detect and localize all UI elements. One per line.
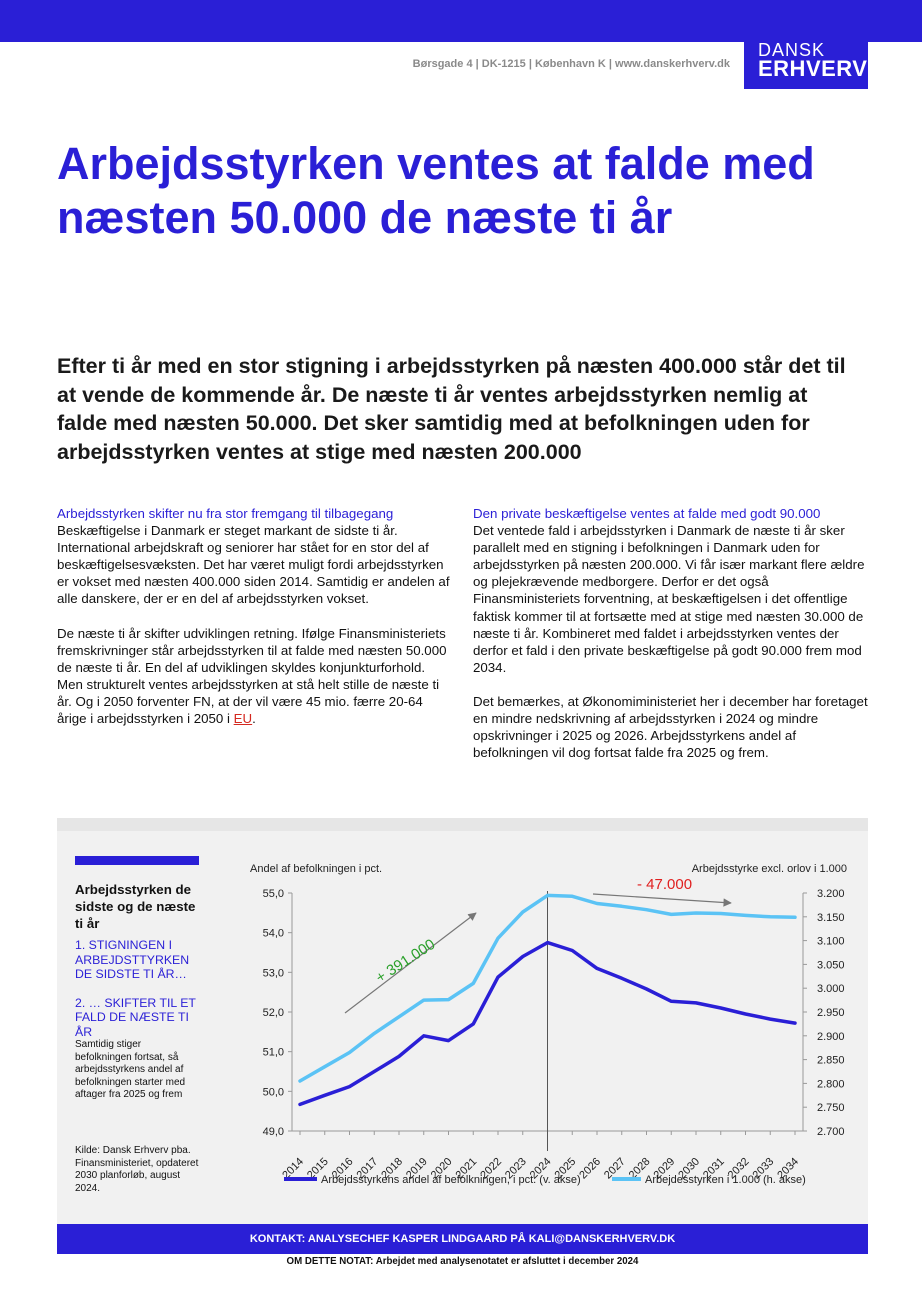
right-tick-label: 2.800 xyxy=(817,1078,845,1090)
contact-bar[interactable]: KONTAKT: ANALYSECHEF KASPER LINDGAARD PÅ… xyxy=(57,1224,868,1254)
left-axis-title: Andel af befolkningen i pct. xyxy=(250,863,382,875)
right-tick-label: 2.850 xyxy=(817,1055,845,1067)
right-tick-label: 2.950 xyxy=(817,1007,845,1019)
series-labor-force-line xyxy=(298,893,797,1083)
lead-paragraph: Efter ti år med en stor stigning i arbej… xyxy=(57,354,846,464)
fall-annotation-label: - 47.000 xyxy=(637,876,692,893)
right-column-paragraph-2: Det bemærkes, at Økonomiministeriet her … xyxy=(473,693,868,761)
rise-trend-arrow xyxy=(344,912,477,1014)
left-tick-label: 49,0 xyxy=(263,1126,284,1138)
left-tick-label: 55,0 xyxy=(263,888,284,900)
right-tick-label: 2.750 xyxy=(817,1102,845,1114)
about-note: OM DETTE NOTAT: Arbejdet med analysenota… xyxy=(286,1256,639,1267)
rise-annotation-label: + 391.000 xyxy=(373,936,439,987)
figure-title: Arbejdsstyrken de sidste og de næste ti … xyxy=(75,882,196,931)
figure-accent-marker xyxy=(75,856,199,865)
dansk-erhverv-logo[interactable]: DANSK ERHVERV xyxy=(744,0,868,89)
right-tick-label: 2.700 xyxy=(817,1126,845,1138)
left-column-paragraph-2: De næste ti år skifter udviklingen retni… xyxy=(57,625,453,728)
right-tick-label: 3.050 xyxy=(817,959,845,971)
header-address: Børsgade 4 | DK-1215 | København K | www… xyxy=(412,58,730,70)
fall-trend-arrow xyxy=(592,893,732,907)
right-column-heading: Den private beskæftigelse ventes at fald… xyxy=(473,506,821,521)
left-column-heading: Arbejdsstyrken skifter nu fra stor fremg… xyxy=(57,506,394,521)
right-tick-label: 3.100 xyxy=(817,936,845,948)
right-tick-label: 3.150 xyxy=(817,912,845,924)
labor-force-chart: Andel af befolkningen i pct. Arbejdsstyrk… xyxy=(250,863,847,1186)
page-title: Arbejdsstyrken ventes at falde med næste… xyxy=(57,138,815,243)
left-tick-label: 50,0 xyxy=(263,1086,284,1098)
left-tick-label: 52,0 xyxy=(263,1007,284,1019)
right-column: Den private beskæftigelse ventes at fald… xyxy=(473,505,869,778)
right-column-paragraph-1: Det ventede fald i arbejdsstyrken i Danm… xyxy=(473,523,865,675)
left-tick-label: 53,0 xyxy=(263,967,284,979)
logo-line2: ERHVERV xyxy=(758,56,868,81)
left-column-paragraph-1: Beskæftigelse i Danmark er steget markan… xyxy=(57,523,450,607)
right-axis-title: Arbejdsstyrke excl. orlov i 1.000 xyxy=(692,863,847,875)
paragraph-end: . xyxy=(252,711,256,727)
left-tick-label: 51,0 xyxy=(263,1047,284,1059)
eu-source-link[interactable]: EU xyxy=(233,711,253,727)
figure-source: Kilde: Dansk Erhverv pba. Finansminister… xyxy=(75,1145,199,1194)
figure-point-2: 2. … SKIFTER TIL ET FALD DE NÆSTE TI ÅR xyxy=(75,995,196,1039)
x-tick-label: 2026 xyxy=(577,1156,603,1182)
right-tick-label: 3.200 xyxy=(817,888,845,900)
right-tick-label: 2.900 xyxy=(817,1031,845,1043)
legend-labor-force-label: Arbejdesstyrken i 1.000 (h. akse) xyxy=(645,1174,806,1186)
logo-line1: DANSK xyxy=(758,40,826,60)
series-share-line xyxy=(298,940,797,1107)
right-tick-label: 3.000 xyxy=(817,983,845,995)
left-tick-label: 54,0 xyxy=(263,928,284,940)
paragraph-text: De næste ti år skifter udviklingen retni… xyxy=(57,625,447,727)
figure-note: Samtidig stiger befolkningen fortsat, så… xyxy=(75,1039,186,1100)
figure-panel xyxy=(57,818,868,1224)
left-column: Arbejdsstyrken skifter nu fra stor fremg… xyxy=(57,505,453,744)
figure-sidebar: Arbejdsstyrken de sidste og de næste ti … xyxy=(75,881,200,1102)
figure-point-1: 1. STIGNINGEN I ARBEJDSTTYRKEN DE SIDSTE… xyxy=(75,938,190,981)
legend-share-label: Arbejdsstyrkens andel af befolkningen, i… xyxy=(321,1174,581,1186)
figure-top-strip xyxy=(57,818,868,831)
